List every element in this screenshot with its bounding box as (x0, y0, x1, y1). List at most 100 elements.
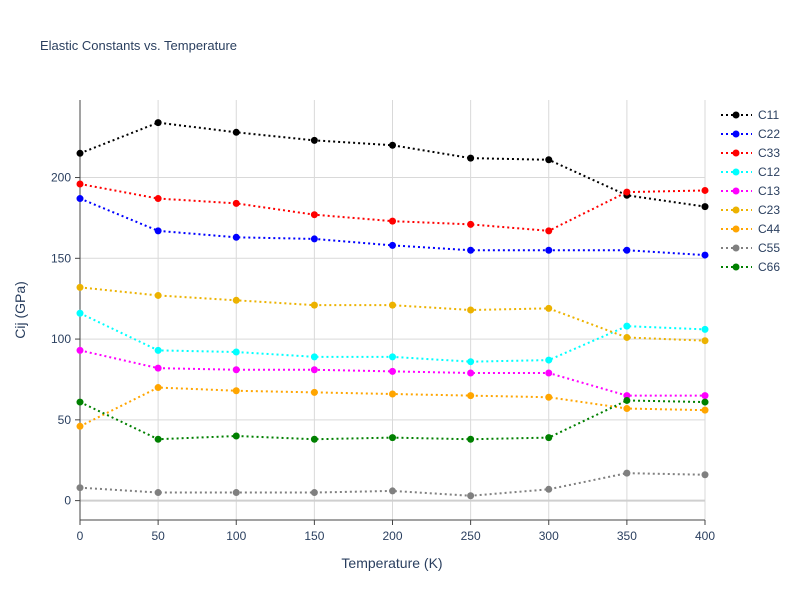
data-point-c12[interactable] (545, 356, 553, 364)
data-point-c12[interactable] (232, 348, 240, 356)
data-point-c23[interactable] (623, 333, 631, 341)
legend-item-c66[interactable]: C66 (721, 260, 780, 274)
series-line-c11 (79, 121, 706, 208)
data-point-c55[interactable] (389, 487, 396, 495)
series-c22 (76, 195, 709, 259)
data-point-c33[interactable] (154, 195, 162, 203)
data-point-c66[interactable] (623, 396, 631, 404)
series-c44 (76, 384, 709, 430)
data-point-c44[interactable] (389, 390, 396, 398)
data-point-c55[interactable] (467, 492, 475, 500)
data-point-c11[interactable] (545, 156, 553, 164)
data-point-c33[interactable] (389, 217, 396, 225)
data-point-c66[interactable] (389, 434, 396, 442)
data-point-c13[interactable] (389, 367, 396, 375)
x-tick-label: 150 (304, 529, 324, 543)
data-point-c33[interactable] (310, 211, 318, 219)
data-point-c23[interactable] (545, 304, 553, 312)
data-point-c66[interactable] (310, 435, 318, 443)
data-point-c13[interactable] (545, 369, 553, 377)
data-point-c12[interactable] (76, 309, 84, 317)
data-point-c13[interactable] (701, 392, 709, 400)
data-point-c13[interactable] (623, 392, 631, 400)
data-point-c13[interactable] (154, 364, 162, 372)
data-point-c13[interactable] (76, 346, 84, 354)
data-point-c22[interactable] (154, 227, 162, 235)
data-point-c11[interactable] (76, 149, 84, 157)
data-point-c55[interactable] (232, 489, 240, 497)
legend-item-c22[interactable]: C22 (721, 127, 780, 141)
data-point-c11[interactable] (232, 128, 240, 136)
data-point-c66[interactable] (232, 432, 240, 440)
data-point-c44[interactable] (467, 392, 475, 400)
data-point-c44[interactable] (76, 422, 84, 430)
data-point-c13[interactable] (232, 366, 240, 374)
legend-item-c55[interactable]: C55 (721, 241, 780, 255)
data-point-c55[interactable] (623, 469, 631, 477)
data-point-c22[interactable] (310, 235, 318, 243)
series-c23 (76, 283, 709, 345)
data-point-c33[interactable] (232, 199, 240, 207)
data-point-c66[interactable] (701, 398, 709, 406)
data-point-c44[interactable] (701, 406, 709, 414)
data-point-c12[interactable] (623, 322, 631, 330)
data-point-c66[interactable] (545, 434, 553, 442)
data-point-c23[interactable] (154, 291, 162, 299)
legend-item-c13[interactable]: C13 (721, 184, 780, 198)
data-point-c23[interactable] (232, 296, 240, 304)
data-point-c22[interactable] (623, 246, 631, 254)
data-point-c11[interactable] (701, 203, 709, 211)
data-point-c12[interactable] (389, 353, 396, 361)
data-point-c13[interactable] (310, 366, 318, 374)
data-point-c23[interactable] (467, 306, 475, 314)
data-point-c33[interactable] (545, 227, 553, 235)
data-point-c12[interactable] (467, 358, 475, 366)
data-point-c44[interactable] (545, 393, 553, 401)
data-point-c22[interactable] (76, 195, 84, 203)
y-tick-label: 0 (64, 494, 71, 508)
data-point-c12[interactable] (154, 346, 162, 354)
data-point-c12[interactable] (701, 325, 709, 333)
legend-item-c11[interactable]: C11 (721, 108, 779, 122)
legend-item-c12[interactable]: C12 (721, 165, 780, 179)
data-point-c33[interactable] (76, 180, 84, 188)
data-point-c66[interactable] (154, 435, 162, 443)
legend-swatch-marker (732, 149, 740, 157)
data-point-c55[interactable] (76, 484, 84, 492)
data-point-c33[interactable] (623, 188, 631, 196)
data-point-c55[interactable] (310, 489, 318, 497)
legend-label: C12 (758, 165, 780, 179)
data-point-c12[interactable] (310, 353, 318, 361)
data-point-c23[interactable] (389, 301, 396, 309)
data-point-c11[interactable] (310, 136, 318, 144)
legend[interactable]: C11 C22 C33 C12 C13 C23 C44 C55 C66 (721, 108, 780, 274)
data-point-c23[interactable] (701, 337, 709, 345)
legend-item-c44[interactable]: C44 (721, 222, 780, 236)
data-point-c22[interactable] (389, 241, 396, 249)
data-point-c23[interactable] (76, 283, 84, 291)
data-point-c11[interactable] (389, 141, 396, 149)
data-point-c22[interactable] (545, 246, 553, 254)
data-point-c22[interactable] (467, 246, 475, 254)
data-point-c44[interactable] (232, 387, 240, 395)
data-point-c66[interactable] (467, 435, 475, 443)
legend-item-c33[interactable]: C33 (721, 146, 780, 160)
data-point-c44[interactable] (310, 388, 318, 396)
data-point-c44[interactable] (154, 384, 162, 392)
data-point-c33[interactable] (467, 220, 475, 228)
data-point-c44[interactable] (623, 405, 631, 413)
data-point-c55[interactable] (701, 471, 709, 479)
data-point-c55[interactable] (545, 485, 553, 493)
axes: 0 50 100 150 200 250 300 350 400 0 50 100 150 200 (51, 100, 715, 543)
data-point-c11[interactable] (154, 119, 162, 127)
data-point-c22[interactable] (701, 251, 709, 259)
data-point-c22[interactable] (232, 233, 240, 241)
data-point-c33[interactable] (701, 186, 709, 194)
data-point-c23[interactable] (310, 301, 318, 309)
data-point-c13[interactable] (467, 369, 475, 377)
data-point-c11[interactable] (467, 154, 475, 162)
data-point-c55[interactable] (154, 489, 162, 497)
grid-lines (79, 100, 706, 520)
legend-item-c23[interactable]: C23 (721, 203, 780, 217)
data-point-c66[interactable] (76, 398, 84, 406)
